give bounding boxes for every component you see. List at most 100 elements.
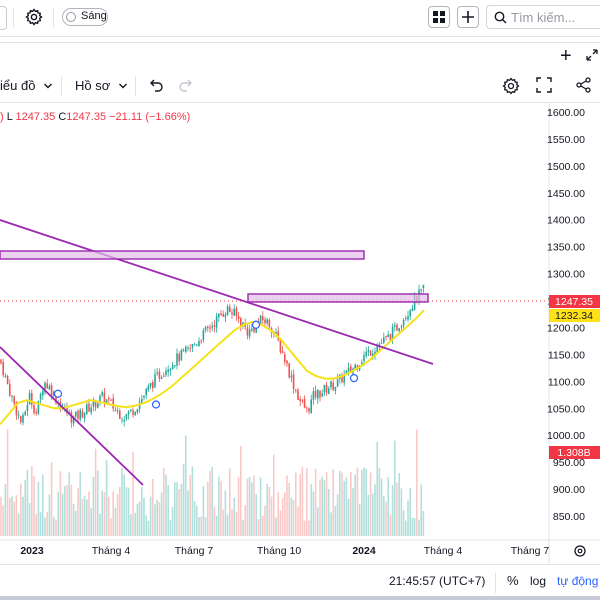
chart-type-dropdown[interactable]: iểu đồ bbox=[0, 78, 53, 93]
volume-bar bbox=[24, 480, 26, 536]
volume-bar bbox=[352, 488, 354, 536]
last-price-label: 1247.35 bbox=[555, 296, 593, 308]
candle-body bbox=[222, 314, 224, 317]
add-tab-icon[interactable]: + bbox=[560, 45, 572, 67]
clock-timezone[interactable]: 21:45:57 (UTC+7) bbox=[389, 574, 486, 588]
undo-icon[interactable] bbox=[147, 76, 165, 94]
volume-bar bbox=[116, 493, 119, 536]
layout-grid-button[interactable] bbox=[428, 6, 450, 28]
log-scale-button[interactable]: log bbox=[530, 574, 547, 588]
share-icon[interactable] bbox=[575, 76, 593, 94]
candle-body bbox=[154, 374, 156, 388]
candle-body bbox=[72, 416, 75, 424]
legend-low-value: 1247.35 bbox=[15, 111, 56, 123]
price-axis[interactable]: 1600.00 1550.00 1500.00 1450.00 1400.00 1350.… bbox=[547, 107, 585, 523]
candle-body bbox=[163, 375, 165, 377]
volume-bar bbox=[235, 511, 238, 536]
candle-body bbox=[420, 289, 422, 291]
candle-body bbox=[81, 410, 84, 418]
volume-bar bbox=[143, 497, 145, 536]
candle-body bbox=[53, 391, 55, 396]
candle-body bbox=[0, 359, 2, 364]
profile-dropdown[interactable]: Hồ sơ bbox=[75, 78, 128, 93]
resistance-zone[interactable] bbox=[0, 250, 365, 260]
candle-body bbox=[147, 385, 150, 391]
downtrend-line[interactable] bbox=[0, 219, 434, 365]
breakout-zone[interactable] bbox=[247, 293, 429, 303]
auto-scale-button[interactable]: tự động bbox=[557, 574, 599, 588]
candle-body bbox=[347, 367, 350, 372]
volume-bar bbox=[268, 486, 271, 536]
signal-marker bbox=[151, 400, 161, 409]
time-tick-label: Tháng 7 bbox=[175, 545, 214, 557]
volume-bar bbox=[132, 451, 134, 536]
candle-body bbox=[288, 363, 290, 378]
toolbar-divider bbox=[61, 76, 62, 96]
candle-body bbox=[149, 382, 152, 387]
candle-body bbox=[35, 411, 37, 414]
volume-bar bbox=[292, 499, 295, 536]
left-button-fragment[interactable] bbox=[0, 6, 7, 30]
volume-bar bbox=[123, 474, 125, 536]
axis-settings-icon[interactable] bbox=[574, 545, 586, 557]
volume-bar bbox=[35, 514, 37, 536]
volume-bar bbox=[176, 482, 178, 536]
volume-bar bbox=[55, 519, 57, 536]
percent-scale-button[interactable]: % bbox=[507, 573, 519, 588]
volume-bar bbox=[187, 490, 189, 536]
candle-body bbox=[341, 375, 343, 382]
settings-icon[interactable] bbox=[501, 76, 521, 96]
redo-icon[interactable] bbox=[177, 76, 195, 94]
search-input[interactable]: Tìm kiếm... bbox=[486, 5, 600, 29]
time-axis[interactable]: 2023 Tháng 4 Tháng 7 Tháng 10 2024 Tháng 4 Thá… bbox=[20, 545, 549, 557]
volume-bar bbox=[44, 517, 46, 536]
candle-body bbox=[218, 313, 220, 318]
candle-body bbox=[180, 349, 183, 361]
volume-bar bbox=[277, 492, 279, 536]
add-button[interactable] bbox=[457, 6, 479, 28]
volume-bar bbox=[209, 471, 211, 536]
volume-bar bbox=[405, 520, 407, 536]
volume-bar bbox=[350, 471, 352, 536]
channel-line[interactable] bbox=[0, 346, 144, 486]
volume-bar bbox=[266, 483, 268, 536]
volume-bar bbox=[257, 519, 260, 536]
candle-body bbox=[303, 399, 306, 408]
candle-body bbox=[363, 355, 365, 362]
price-tick-label: 1000.00 bbox=[547, 430, 585, 442]
candle-body bbox=[105, 399, 108, 404]
volume-bar bbox=[152, 478, 154, 536]
candle-body bbox=[92, 399, 95, 407]
volume-bar bbox=[402, 510, 405, 536]
candle-body bbox=[42, 390, 44, 396]
volume-bar bbox=[330, 512, 332, 536]
candle-body bbox=[156, 372, 158, 374]
candle-body bbox=[233, 308, 235, 316]
candle-body bbox=[83, 412, 86, 419]
volume-bar bbox=[2, 505, 4, 536]
time-tick-label: Tháng 10 bbox=[257, 545, 302, 557]
candle-body bbox=[314, 390, 317, 398]
candle-body bbox=[37, 400, 40, 415]
candle-body bbox=[204, 326, 207, 331]
volume-bar bbox=[198, 517, 200, 536]
gear-icon[interactable] bbox=[24, 7, 44, 27]
signal-markers bbox=[53, 320, 359, 409]
expand-icon[interactable] bbox=[585, 48, 599, 62]
signal-marker bbox=[349, 374, 359, 383]
volume-bar bbox=[59, 471, 62, 536]
volume-bar bbox=[398, 473, 400, 536]
candle-body bbox=[374, 351, 376, 355]
volume-bar bbox=[418, 519, 420, 536]
candle-body bbox=[396, 324, 398, 331]
volume-bar bbox=[361, 469, 363, 536]
fullscreen-icon[interactable] bbox=[535, 76, 553, 94]
price-chart[interactable]: 1600.00 1550.00 1500.00 1450.00 1400.00 1350.… bbox=[0, 102, 600, 564]
candle-body bbox=[361, 362, 363, 365]
candle-body bbox=[264, 319, 266, 324]
candle-body bbox=[182, 350, 185, 352]
volume-bar bbox=[13, 501, 15, 536]
volume-bar bbox=[68, 472, 70, 536]
theme-toggle[interactable]: Sáng bbox=[62, 8, 108, 26]
volume-bar bbox=[167, 485, 169, 536]
